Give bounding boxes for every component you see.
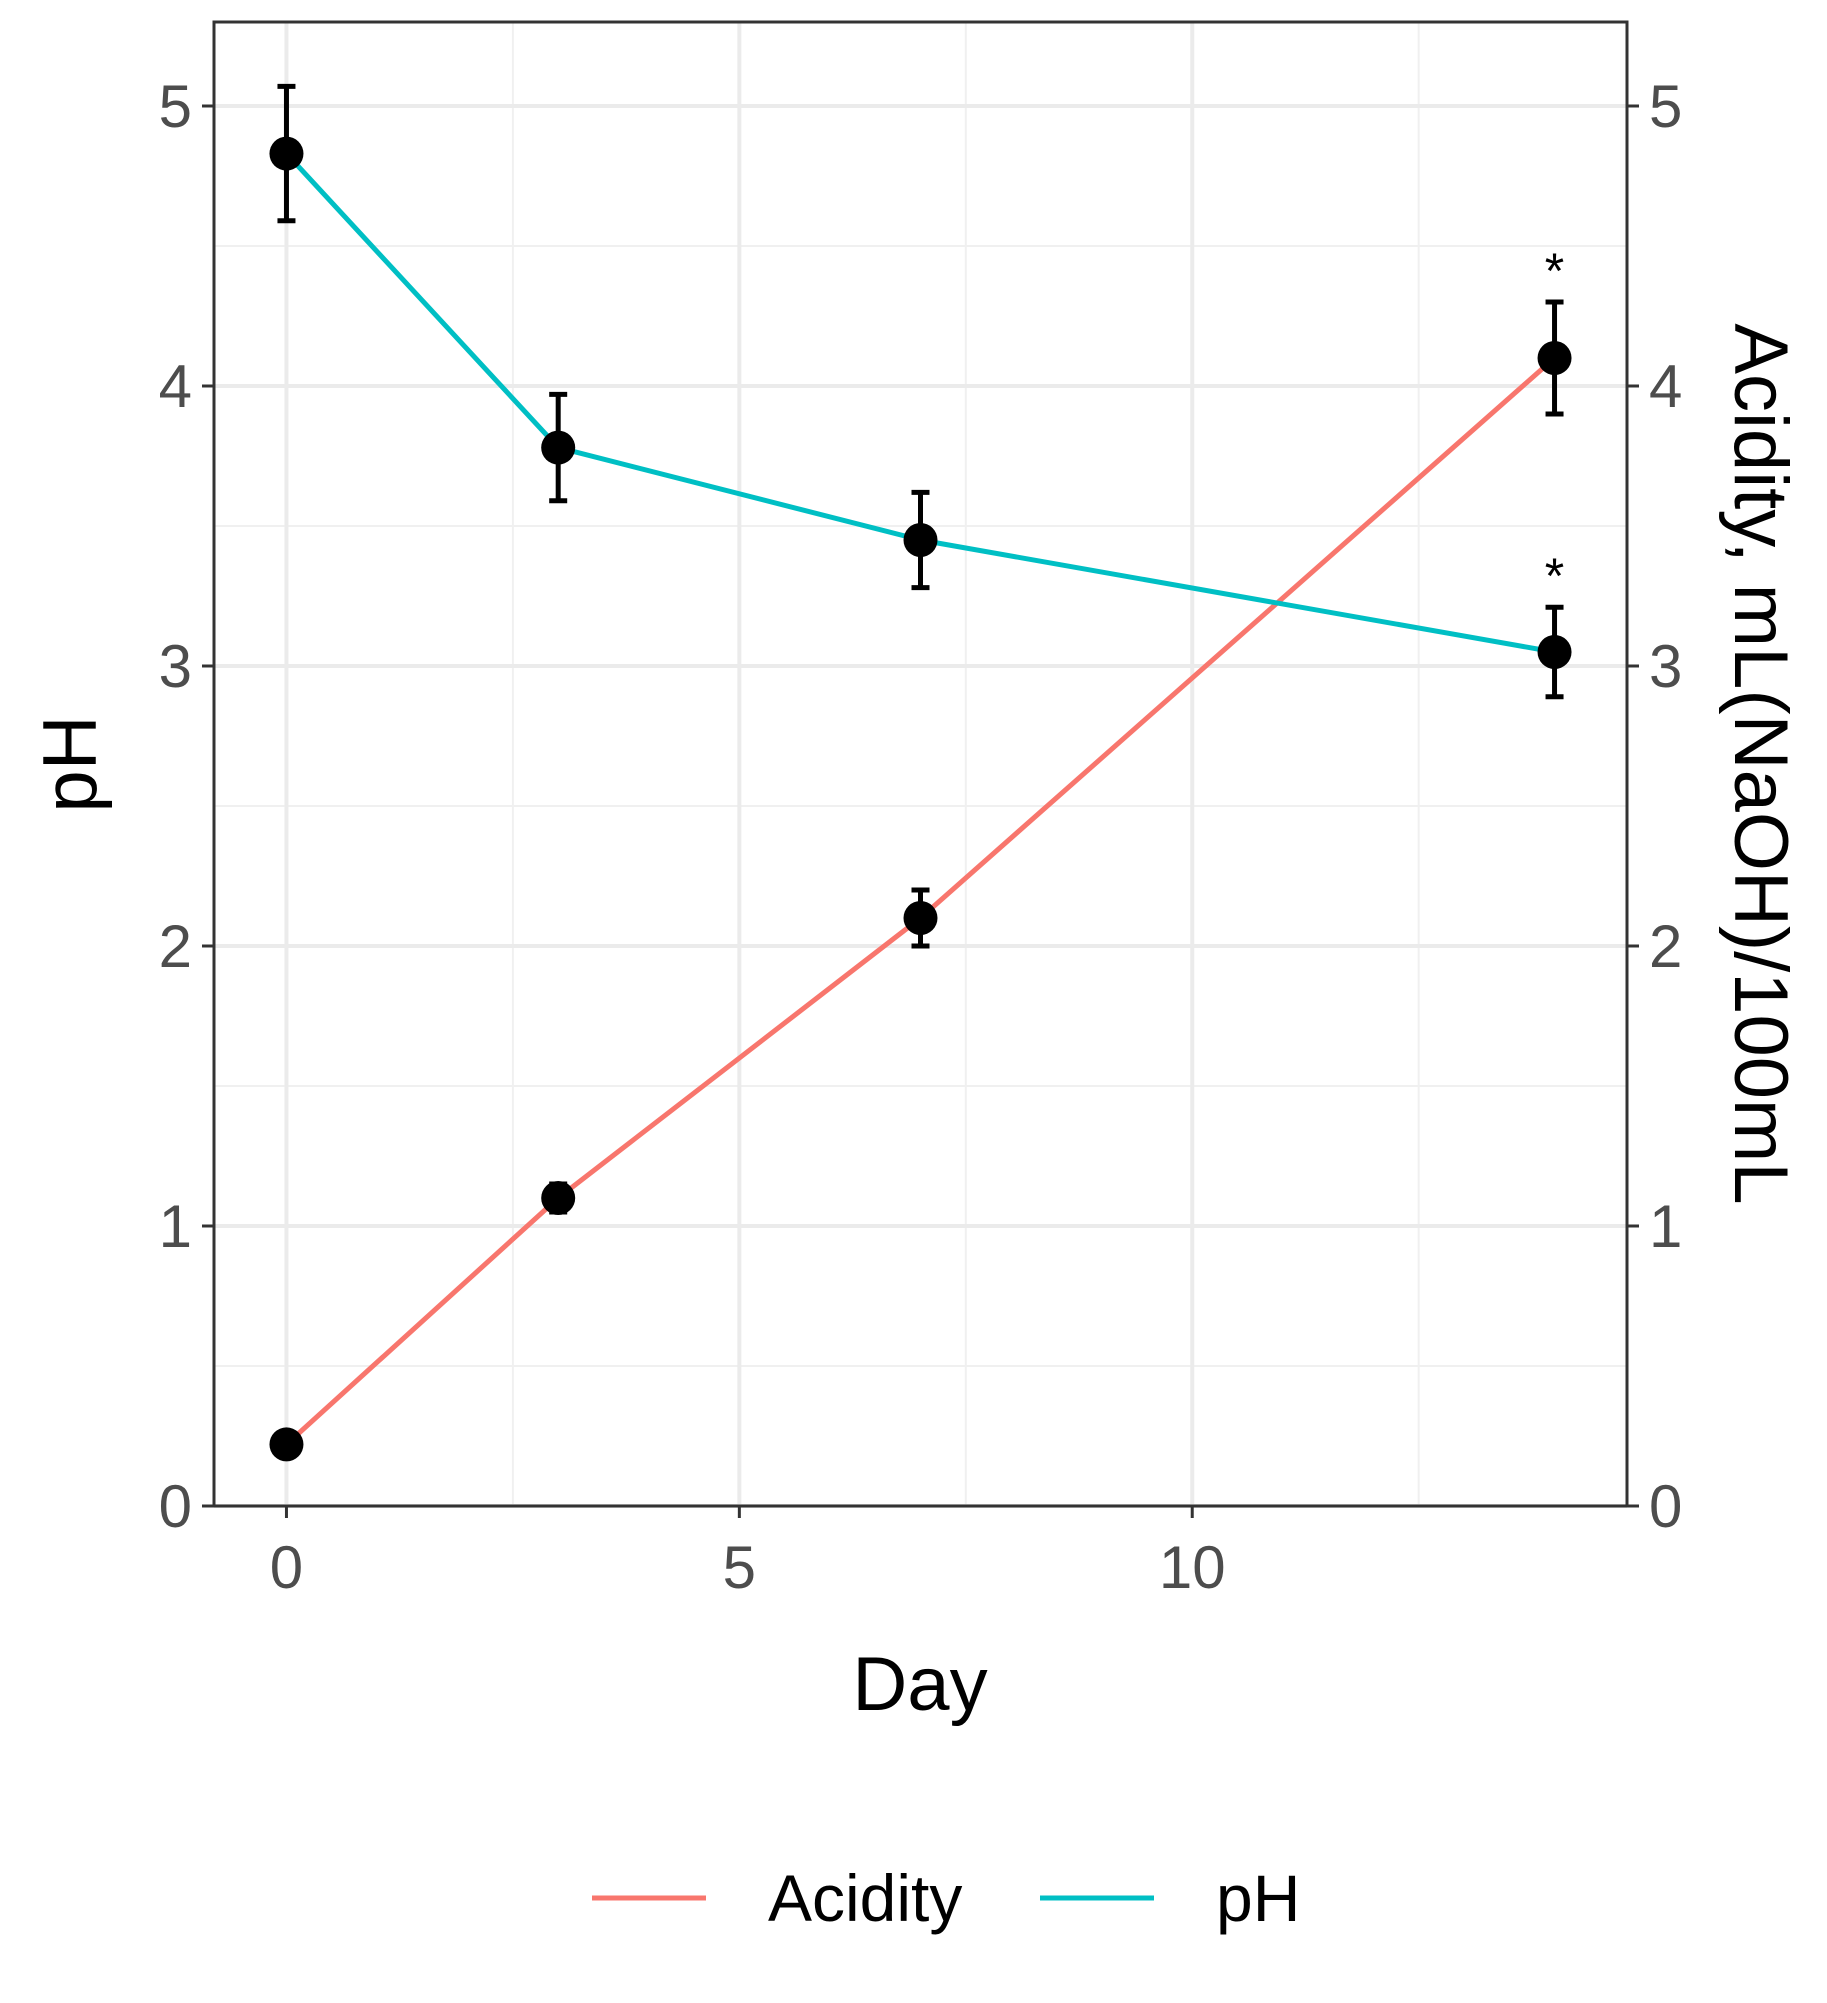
y2-tick-label: 2 [1649, 913, 1682, 980]
y2-tick-label: 3 [1649, 633, 1682, 700]
legend-label-ph: pH [1216, 1861, 1300, 1935]
plot-panel-border [212, 20, 1629, 1508]
grid-minor [214, 22, 1627, 1506]
annotations: ** [1545, 243, 1564, 604]
y2-tick-label: 0 [1649, 1473, 1682, 1540]
data-point-acidity [903, 901, 938, 935]
y-tick-label: 5 [159, 73, 192, 140]
series-line-ph [284, 151, 1555, 655]
significance-marker-acidity: * [1545, 243, 1564, 299]
data-point-ph [541, 430, 576, 465]
x-tick-label: 5 [723, 1534, 756, 1601]
data-point-acidity [269, 1427, 304, 1462]
y2-tick-label: 4 [1649, 353, 1682, 420]
legend-label-acidity: Acidity [768, 1861, 962, 1935]
x-axis-title: Day [852, 1642, 987, 1727]
y-tick-label: 4 [159, 353, 192, 420]
y-axis-title: pH [28, 715, 113, 812]
y-tick-label: 1 [159, 1193, 192, 1260]
series-lines [284, 151, 1557, 1447]
tick-labels: 0 5 10 0 0 1 1 2 2 3 3 4 4 5 5 [159, 73, 1683, 1601]
y2-axis-title: Acidity, mL(NaOH)/100mL [1718, 323, 1803, 1204]
y-tick-label: 3 [159, 633, 192, 700]
y2-tick-label: 5 [1649, 73, 1682, 140]
data-point-ph [269, 136, 304, 171]
data-point-ph [1537, 635, 1572, 669]
data-point-ph [903, 523, 938, 557]
y-tick-label: 0 [159, 1473, 192, 1540]
data-point-acidity [541, 1181, 576, 1215]
x-tick-label: 10 [1159, 1534, 1226, 1601]
legend: Acidity pH [592, 1861, 1300, 1935]
axis-ticks [202, 104, 1639, 1518]
data-points [269, 136, 1572, 1462]
y-tick-label: 2 [159, 913, 192, 980]
significance-marker-ph: * [1545, 548, 1564, 604]
y2-tick-label: 1 [1649, 1193, 1682, 1260]
data-point-acidity [1537, 341, 1572, 375]
series-line-acidity [284, 356, 1557, 1447]
x-tick-label: 0 [270, 1534, 303, 1601]
